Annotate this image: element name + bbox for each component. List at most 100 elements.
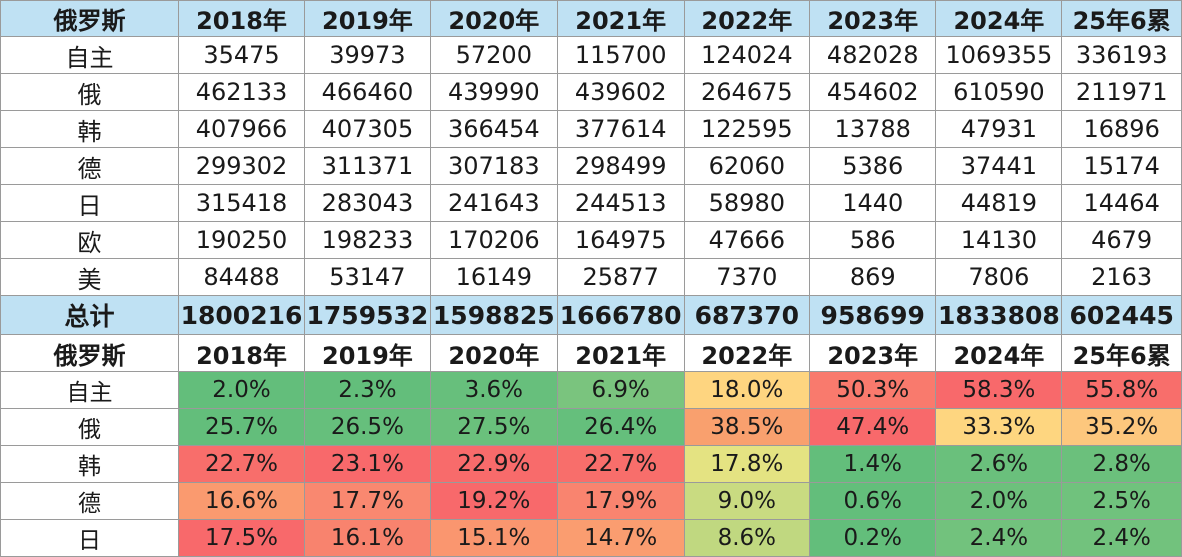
share-cell: 47.4% xyxy=(809,408,937,446)
table-cell: 14464 xyxy=(1061,184,1182,222)
share-cell: 17.8% xyxy=(683,445,811,483)
table-cell: 14130 xyxy=(935,221,1063,259)
table-cell: 244513 xyxy=(556,184,685,222)
header-cell: 2021年 xyxy=(556,0,685,37)
table-row: 德 299302 311371 307183 298499 62060 5386 37441 1… xyxy=(0,147,1182,185)
row-label: 日 xyxy=(0,184,180,222)
table-row: 俄 462133 466460 439990 439602 264675 454602 610… xyxy=(0,73,1182,111)
share-cell: 26.4% xyxy=(556,408,685,446)
row-label: 韩 xyxy=(0,110,180,148)
share-header-cell: 2024年 xyxy=(935,334,1063,372)
table-cell: 1440 xyxy=(809,184,937,222)
table-cell: 7370 xyxy=(683,258,811,296)
row-label: 日 xyxy=(0,519,180,557)
share-cell: 1.4% xyxy=(809,445,937,483)
table-row: 日 315418 283043 241643 244513 58980 1440 44819 1… xyxy=(0,184,1182,222)
share-cell: 0.2% xyxy=(809,519,937,557)
share-cell: 0.6% xyxy=(809,482,937,520)
total-cell: 958699 xyxy=(809,295,937,335)
table-cell: 35475 xyxy=(178,36,305,74)
table-cell: 124024 xyxy=(683,36,811,74)
row-label: 德 xyxy=(0,147,180,185)
table-cell: 44819 xyxy=(935,184,1063,222)
table-cell: 299302 xyxy=(178,147,305,185)
table-cell: 869 xyxy=(809,258,937,296)
table-cell: 15174 xyxy=(1061,147,1182,185)
share-row: 自主 2.0% 2.3% 3.6% 6.9% 18.0% 50.3% 58.3% 55.8% xyxy=(0,371,1182,409)
share-cell: 16.6% xyxy=(178,482,305,520)
row-label: 美 xyxy=(0,258,180,296)
row-label: 德 xyxy=(0,482,180,520)
table-cell: 336193 xyxy=(1061,36,1182,74)
share-cell: 3.6% xyxy=(429,371,558,409)
table-cell: 283043 xyxy=(303,184,431,222)
share-cell: 22.7% xyxy=(178,445,305,483)
table-cell: 16896 xyxy=(1061,110,1182,148)
share-header-cell: 2019年 xyxy=(303,334,431,372)
table-cell: 58980 xyxy=(683,184,811,222)
table-cell: 4679 xyxy=(1061,221,1182,259)
share-cell: 2.6% xyxy=(935,445,1063,483)
share-cell: 17.5% xyxy=(178,519,305,557)
share-cell: 2.4% xyxy=(1061,519,1182,557)
total-cell: 1598825 xyxy=(429,295,558,335)
table-cell: 7806 xyxy=(935,258,1063,296)
header-cell: 2020年 xyxy=(429,0,558,37)
table-cell: 311371 xyxy=(303,147,431,185)
table-cell: 298499 xyxy=(556,147,685,185)
header-row: 俄罗斯 2018年 2019年 2020年 2021年 2022年 2023年 2024年 25… xyxy=(0,0,1182,37)
table-cell: 377614 xyxy=(556,110,685,148)
table-row: 自主 35475 39973 57200 115700 124024 482028 10693… xyxy=(0,36,1182,74)
header-cell: 2018年 xyxy=(178,0,305,37)
row-label: 自主 xyxy=(0,36,180,74)
total-cell: 1759532 xyxy=(303,295,431,335)
table-cell: 366454 xyxy=(429,110,558,148)
share-cell: 8.6% xyxy=(683,519,811,557)
share-cell: 6.9% xyxy=(556,371,685,409)
table-cell: 84488 xyxy=(178,258,305,296)
share-cell: 2.4% xyxy=(935,519,1063,557)
share-cell: 27.5% xyxy=(429,408,558,446)
share-cell: 23.1% xyxy=(303,445,431,483)
table-row: 欧 190250 198233 170206 164975 47666 586 14130 46… xyxy=(0,221,1182,259)
share-cell: 14.7% xyxy=(556,519,685,557)
share-cell: 19.2% xyxy=(429,482,558,520)
share-row: 德 16.6% 17.7% 19.2% 17.9% 9.0% 0.6% 2.0% 2.5% xyxy=(0,482,1182,520)
total-row: 总计 1800216 1759532 1598825 1666780 687370 9586… xyxy=(0,295,1182,335)
table-cell: 190250 xyxy=(178,221,305,259)
table-cell: 315418 xyxy=(178,184,305,222)
table-cell: 586 xyxy=(809,221,937,259)
table-cell: 1069355 xyxy=(935,36,1063,74)
share-header-cell: 2022年 xyxy=(683,334,811,372)
share-cell: 2.0% xyxy=(935,482,1063,520)
table-cell: 47931 xyxy=(935,110,1063,148)
share-header-cell: 25年6累 xyxy=(1061,334,1182,372)
table-cell: 439990 xyxy=(429,73,558,111)
table-cell: 198233 xyxy=(303,221,431,259)
total-label: 总计 xyxy=(0,295,180,335)
total-cell: 1666780 xyxy=(556,295,685,335)
table-row: 韩 407966 407305 366454 377614 122595 13788 4793… xyxy=(0,110,1182,148)
table-cell: 466460 xyxy=(303,73,431,111)
share-header-cell: 2023年 xyxy=(809,334,937,372)
table-cell: 62060 xyxy=(683,147,811,185)
row-label: 自主 xyxy=(0,371,180,409)
total-cell: 1800216 xyxy=(178,295,305,335)
table-cell: 39973 xyxy=(303,36,431,74)
row-label: 俄 xyxy=(0,73,180,111)
header-cell: 2022年 xyxy=(683,0,811,37)
table-row: 美 84488 53147 16149 25877 7370 869 7806 2163 xyxy=(0,258,1182,296)
table-cell: 37441 xyxy=(935,147,1063,185)
table-cell: 16149 xyxy=(429,258,558,296)
header-cell: 25年6累 xyxy=(1061,0,1182,37)
share-header-row: 俄罗斯 2018年 2019年 2020年 2021年 2022年 2023年 2024年 25… xyxy=(0,334,1182,372)
table-cell: 407305 xyxy=(303,110,431,148)
row-label: 韩 xyxy=(0,445,180,483)
share-cell: 2.8% xyxy=(1061,445,1182,483)
total-cell: 602445 xyxy=(1061,295,1182,335)
table-cell: 5386 xyxy=(809,147,937,185)
share-cell: 17.9% xyxy=(556,482,685,520)
share-cell: 35.2% xyxy=(1061,408,1182,446)
share-cell: 22.9% xyxy=(429,445,558,483)
